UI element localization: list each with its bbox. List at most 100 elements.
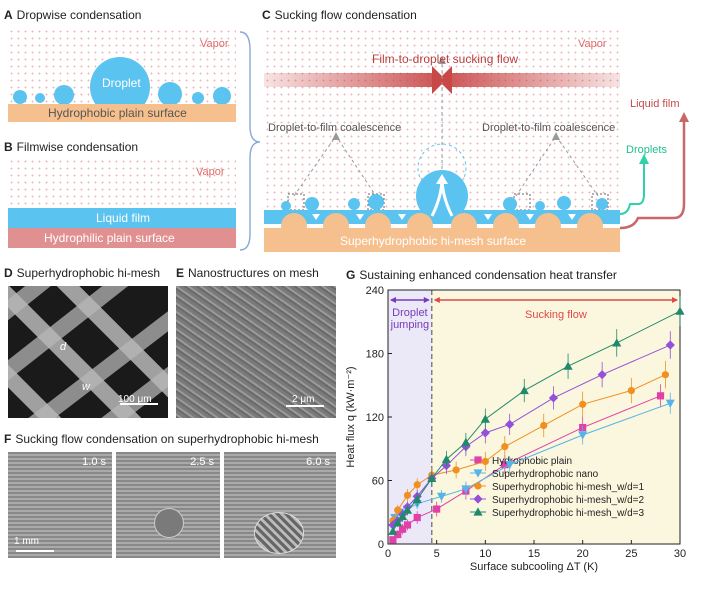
panel-d-label-d: d xyxy=(60,341,67,353)
panel-a-letter: A xyxy=(4,8,13,22)
frame-2-time: 2.5 s xyxy=(190,456,214,468)
panel-d-title-text: Superhydrophobic hi-mesh xyxy=(16,266,161,280)
panel-a-droplet-label: Droplet xyxy=(102,76,141,90)
region-arrowhead xyxy=(390,297,396,303)
panel-e-letter: E xyxy=(176,266,185,280)
data-point xyxy=(480,428,490,438)
y-axis-label: Heat flux q (kW·m⁻²) xyxy=(345,366,357,467)
data-point xyxy=(480,414,490,423)
region-label-jumping: jumping xyxy=(390,319,430,331)
data-point xyxy=(501,461,509,469)
y-tick-label: 120 xyxy=(366,412,384,424)
panel-d-scale: 100 μm xyxy=(118,394,152,405)
panel-f-title-text: Sucking flow condensation on superhydrop… xyxy=(15,432,319,446)
x-tick-label: 20 xyxy=(577,548,589,560)
panel-b-surface xyxy=(8,228,236,248)
panel-c-coalescence-left-label: Droplet-to-film coalescence xyxy=(268,122,402,134)
data-point xyxy=(433,505,441,513)
data-point xyxy=(399,525,407,533)
panel-a-title: A Dropwise condensation xyxy=(4,8,141,22)
data-point xyxy=(413,513,421,522)
data-point xyxy=(481,457,489,466)
data-point xyxy=(436,492,447,501)
panel-b-film-label: Liquid film xyxy=(96,211,151,225)
region-label-sucking-flow: Sucking flow xyxy=(525,309,587,321)
panel-b-letter: B xyxy=(4,140,13,154)
panel-f-title: F Sucking flow condensation on superhydro… xyxy=(4,432,319,446)
data-point xyxy=(461,485,471,494)
data-point xyxy=(627,386,635,395)
data-point xyxy=(612,338,622,347)
panel-c-title: C Sucking flow condensation xyxy=(262,8,417,22)
bracket-connector xyxy=(239,31,261,251)
panel-a-title-text: Dropwise condensation xyxy=(16,8,142,22)
panel-c-letter: C xyxy=(262,8,271,22)
data-point xyxy=(394,506,402,514)
panel-a-vapor-label: Vapor xyxy=(200,38,229,50)
legend-marker xyxy=(473,469,483,478)
nanostructure-micrograph: 2 μm xyxy=(176,286,336,418)
panel-a-droplets xyxy=(13,57,231,117)
panel-d-title: D Superhydrophobic hi-mesh xyxy=(4,266,160,280)
data-point xyxy=(388,526,398,535)
y-tick-label: 60 xyxy=(372,476,384,488)
panel-c-diagram xyxy=(264,56,689,252)
panel-g-title: G Sustaining enhanced condensation heat t… xyxy=(346,268,617,282)
panel-f-letter: F xyxy=(4,432,12,446)
panel-a-surface xyxy=(8,104,236,122)
frame-3-droplet xyxy=(254,512,304,554)
panel-b-surface-label: Hydrophilic plain surface xyxy=(44,231,175,245)
data-point xyxy=(578,431,588,440)
frame-3: 6.0 s xyxy=(224,452,336,558)
data-point xyxy=(389,536,397,544)
x-tick-label: 25 xyxy=(625,548,637,560)
data-point xyxy=(393,518,403,527)
x-tick-label: 0 xyxy=(385,548,391,560)
y-tick-label: 0 xyxy=(378,539,384,551)
data-point xyxy=(665,340,675,350)
mesh-micrograph: d w 100 μm xyxy=(8,286,168,418)
panel-c-title-text: Sucking flow condensation xyxy=(274,8,417,22)
x-tick-label: 5 xyxy=(434,548,440,560)
legend-marker xyxy=(474,456,482,464)
data-point xyxy=(661,371,669,379)
data-point xyxy=(452,466,460,474)
data-point xyxy=(597,370,607,380)
panel-e-title: E Nanostructures on mesh xyxy=(176,266,319,280)
panel-c-vapor-label: Vapor xyxy=(578,38,607,50)
panel-e-scale: 2 μm xyxy=(292,394,314,405)
data-point xyxy=(579,400,587,408)
panel-b-vapor-region xyxy=(8,158,236,208)
panel-b-title-text: Filmwise condensation xyxy=(16,140,139,154)
panel-g-title-text: Sustaining enhanced condensation heat tr… xyxy=(359,268,617,282)
frame-1-time: 1.0 s xyxy=(82,456,106,468)
legend-label: Superhydrophobic hi-mesh_w/d=1 xyxy=(492,482,644,493)
data-point xyxy=(675,306,685,315)
x-tick-label: 10 xyxy=(479,548,491,560)
data-point xyxy=(413,481,421,489)
data-point xyxy=(501,443,509,451)
legend-label: Superhydrophobic hi-mesh_w/d=2 xyxy=(492,495,644,506)
panel-g-letter: G xyxy=(346,268,356,282)
x-tick-label: 15 xyxy=(528,548,540,560)
data-point xyxy=(441,454,451,463)
frame-2: 2.5 s xyxy=(116,452,220,558)
heat-flux-chart: 0 5 10 15 20 25 30 0 60 120 180 240 Hydrophobic plai… xyxy=(345,285,686,573)
data-point xyxy=(461,437,471,446)
panel-c-surface-label: Superhydrophobic hi-mesh surface xyxy=(340,234,527,248)
data-point xyxy=(505,461,515,470)
y-tick-label: 240 xyxy=(366,285,384,297)
region-arrowhead xyxy=(423,297,430,303)
legend-label: Superhydrophobic nano xyxy=(492,469,599,480)
region-arrowhead xyxy=(433,297,440,303)
legend-label: Hydrophobic plain xyxy=(492,456,572,467)
panel-b-title: B Filmwise condensation xyxy=(4,140,138,154)
region-arrowhead xyxy=(672,297,678,303)
data-point xyxy=(540,421,548,430)
panel-a-surface-label: Hydrophobic plain surface xyxy=(48,106,187,120)
data-point xyxy=(427,473,437,482)
legend-marker xyxy=(473,507,483,516)
data-point xyxy=(403,491,412,499)
legend-marker xyxy=(474,482,482,490)
panel-b-vapor-label: Vapor xyxy=(196,166,225,178)
